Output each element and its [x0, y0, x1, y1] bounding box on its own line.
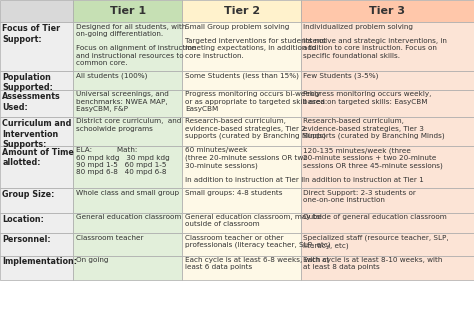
- Text: Population
Supported:: Population Supported:: [2, 73, 53, 92]
- Text: Focus of Tier
Support:: Focus of Tier Support:: [2, 24, 61, 44]
- Bar: [0, 213, 73, 233]
- Text: Some Students (less than 15%): Some Students (less than 15%): [185, 72, 299, 79]
- Text: Few Students (3-5%): Few Students (3-5%): [303, 72, 379, 79]
- Bar: [182, 188, 301, 213]
- Bar: [73, 213, 182, 233]
- Text: Tier 2: Tier 2: [224, 6, 260, 16]
- Bar: [0, 117, 73, 146]
- Bar: [0, 188, 73, 213]
- Bar: [73, 188, 182, 213]
- Bar: [73, 0, 182, 22]
- Text: Whole class and small group: Whole class and small group: [76, 190, 179, 195]
- Bar: [182, 256, 301, 280]
- Text: Assessments
Used:: Assessments Used:: [2, 92, 61, 112]
- Text: Classroom teacher: Classroom teacher: [76, 235, 143, 240]
- Text: Classroom teacher or other
professionals (literacy teacher, SLP, etc): Classroom teacher or other professionals…: [185, 235, 330, 248]
- Bar: [301, 90, 474, 117]
- Bar: [301, 256, 474, 280]
- Text: Location:: Location:: [2, 215, 44, 223]
- Bar: [73, 233, 182, 256]
- Bar: [301, 117, 474, 146]
- Bar: [182, 117, 301, 146]
- Text: 120-135 minutes/week (three
20-minute sessions + two 20-minute
sessions OR three: 120-135 minutes/week (three 20-minute se…: [303, 147, 443, 183]
- Bar: [73, 22, 182, 71]
- Text: Direct Support: 2-3 students or
one-on-one instruction: Direct Support: 2-3 students or one-on-o…: [303, 190, 416, 203]
- Text: All students (100%): All students (100%): [76, 72, 147, 79]
- Text: Research-based curriculum,
evidence-based strategies, Tier 3
Supports (curated b: Research-based curriculum, evidence-base…: [303, 118, 445, 139]
- Text: On going: On going: [76, 257, 109, 263]
- Text: Tier 1: Tier 1: [110, 6, 146, 16]
- Bar: [0, 90, 73, 117]
- Text: Each cycle is at least 8-10 weeks, with
at least 8 data points: Each cycle is at least 8-10 weeks, with …: [303, 257, 443, 270]
- Bar: [0, 233, 73, 256]
- Text: Personnel:: Personnel:: [2, 235, 51, 244]
- Bar: [301, 146, 474, 188]
- Bar: [182, 213, 301, 233]
- Bar: [0, 22, 73, 71]
- Bar: [301, 213, 474, 233]
- Bar: [301, 22, 474, 71]
- Text: Progress monitoring occurs bi-weekly
or as appropriate to targeted skill area:
E: Progress monitoring occurs bi-weekly or …: [185, 91, 327, 112]
- Bar: [0, 146, 73, 188]
- Text: Outside of general education classroom: Outside of general education classroom: [303, 214, 447, 220]
- Text: Each cycle is at least 6-8 weeks, with at
least 6 data points: Each cycle is at least 6-8 weeks, with a…: [185, 257, 329, 270]
- Bar: [182, 0, 301, 22]
- Text: Universal screenings, and
benchmarks: NWEA MAP,
EasyCBM, F&P: Universal screenings, and benchmarks: NW…: [76, 91, 169, 112]
- Text: Designed for all students, with
on-going differentiation.

Focus on alignment of: Designed for all students, with on-going…: [76, 24, 196, 66]
- Bar: [182, 90, 301, 117]
- Bar: [0, 256, 73, 280]
- Bar: [301, 0, 474, 22]
- Bar: [182, 233, 301, 256]
- Bar: [301, 71, 474, 90]
- Bar: [301, 233, 474, 256]
- Bar: [182, 146, 301, 188]
- Text: ELA:           Math:
60 mpd kdg   30 mpd kdg
90 mpd 1-5   60 mpd 1-5
80 mpd 6-8 : ELA: Math: 60 mpd kdg 30 mpd kdg 90 mpd …: [76, 147, 170, 175]
- Text: Group Size:: Group Size:: [2, 190, 55, 199]
- Bar: [0, 0, 73, 22]
- Text: 60 minutes/week
(three 20-minute sessions OR two
30-minute sessions)

In additio: 60 minutes/week (three 20-minute session…: [185, 147, 308, 183]
- Text: Tier 3: Tier 3: [370, 6, 405, 16]
- Bar: [73, 256, 182, 280]
- Bar: [182, 22, 301, 71]
- Text: General education classroom: General education classroom: [76, 214, 181, 220]
- Text: Progress monitoring occurs weekly,
based on targeted skills: EasyCBM: Progress monitoring occurs weekly, based…: [303, 91, 432, 105]
- Text: Specialized staff (resource teacher, SLP,
literacy, etc): Specialized staff (resource teacher, SLP…: [303, 235, 449, 249]
- Bar: [73, 117, 182, 146]
- Bar: [301, 188, 474, 213]
- Text: Curriculum and
Intervention
Supports:: Curriculum and Intervention Supports:: [2, 119, 72, 149]
- Bar: [73, 71, 182, 90]
- Bar: [73, 146, 182, 188]
- Text: Small Group problem solving

Targeted interventions for students not
meeting exp: Small Group problem solving Targeted int…: [185, 24, 326, 59]
- Text: General education classroom, may be
outside of classroom: General education classroom, may be outs…: [185, 214, 322, 227]
- Text: Research-based curriculum,
evidence-based strategies, Tier 2
supports (curated b: Research-based curriculum, evidence-base…: [185, 118, 326, 139]
- Text: Individualized problem solving

Intensive and strategic interventions, in
additi: Individualized problem solving Intensive…: [303, 24, 447, 59]
- Text: Amount of Time
allotted:: Amount of Time allotted:: [2, 148, 74, 167]
- Text: District core curriculum,  and
schoolwide programs: District core curriculum, and schoolwide…: [76, 118, 181, 132]
- Text: Small groups: 4-8 students: Small groups: 4-8 students: [185, 190, 283, 195]
- Bar: [0, 71, 73, 90]
- Bar: [182, 71, 301, 90]
- Bar: [73, 90, 182, 117]
- Text: Implementation:: Implementation:: [2, 257, 77, 266]
